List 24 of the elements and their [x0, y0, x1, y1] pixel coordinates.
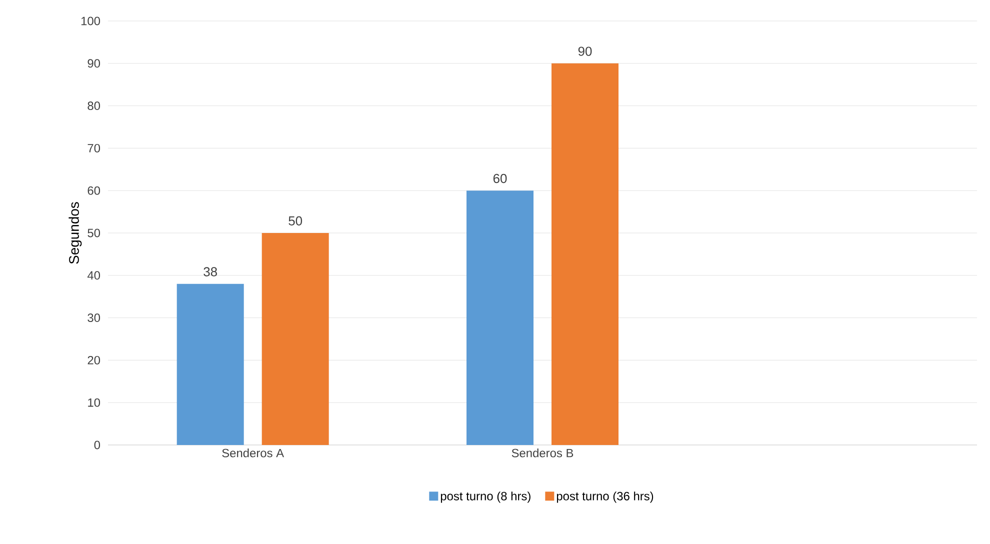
y-tick-label: 70 [88, 144, 100, 152]
y-tick-label: 30 [88, 314, 100, 322]
y-tick-label: 10 [88, 398, 100, 407]
y-axis-title: Segundos [68, 202, 82, 264]
bar [552, 63, 619, 445]
y-tick-label: 80 [88, 102, 100, 110]
bar [176, 284, 244, 445]
bar [262, 232, 329, 445]
y-tick-label: 20 [88, 356, 100, 364]
x-tick-label: Senderos B [512, 448, 574, 458]
y-tick-label: 60 [88, 186, 100, 195]
y-tick-label: 100 [81, 16, 100, 26]
bar [466, 190, 534, 445]
legend-label: post turno (8 hrs) [440, 492, 530, 503]
legend-label: post turno (36 hrs) [556, 492, 654, 503]
y-tick-label: 0 [94, 440, 100, 450]
y-tick-label: 90 [88, 59, 100, 68]
y-tick-label: 40 [87, 271, 100, 280]
data-label: 38 [204, 267, 217, 276]
x-tick-label: Senderos A [222, 448, 284, 458]
y-tick-label: 50 [88, 228, 100, 238]
data-label: 60 [493, 174, 507, 184]
data-label: 50 [288, 216, 302, 226]
data-label: 90 [578, 46, 592, 56]
